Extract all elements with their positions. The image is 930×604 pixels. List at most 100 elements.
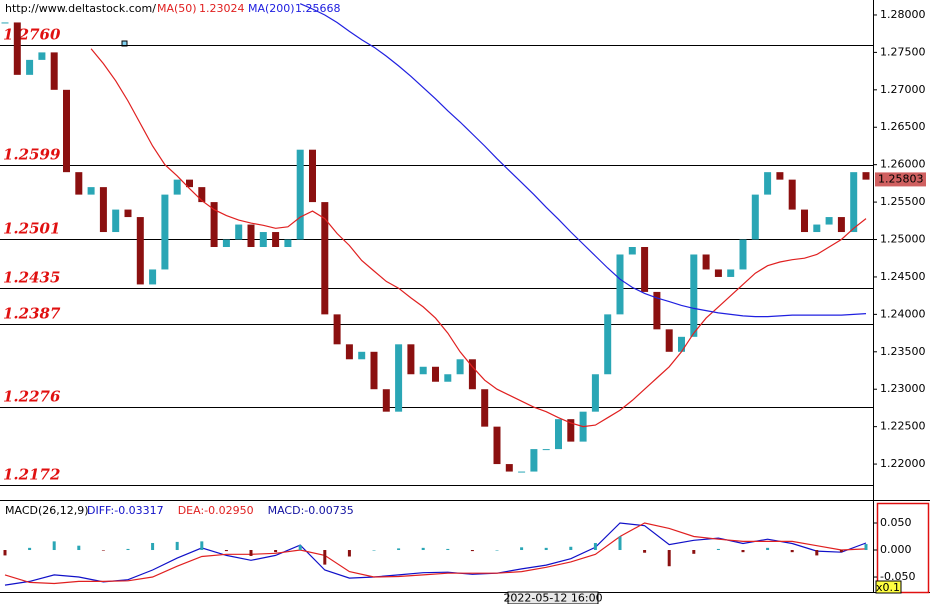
macd-bar [323,550,327,565]
candle [468,359,476,390]
macd-bar [151,542,155,551]
ma-line [299,3,867,318]
level-label: 1.2760 [3,26,61,44]
candle [751,194,759,240]
legend-ma200-name: MA(200) [248,2,295,15]
macd-bar [716,548,720,551]
y-tick-label: 1.22000 [880,457,926,470]
candle [345,344,353,360]
candle [99,187,107,233]
level-label: 1.2599 [3,146,61,164]
candle [456,359,464,375]
macd-bar [347,550,351,557]
candle [222,239,230,248]
candle [259,232,267,248]
macd-bar [569,546,573,551]
macd-bar [175,541,179,551]
macd-bar [224,550,228,552]
candle [518,471,526,473]
level-label: 1.2435 [3,269,60,287]
candle [591,374,599,412]
macd-bar [3,550,7,556]
y-tick-label: 1.23000 [880,382,926,395]
candle [333,314,341,345]
candle [739,239,747,270]
macd-bar [298,545,302,551]
candle [530,449,538,472]
candle [136,217,144,285]
candle [419,366,427,375]
level-label: 1.2501 [3,220,60,238]
candle [801,209,808,233]
legend-ma200-value: 1.25668 [295,2,341,15]
candle [63,89,70,173]
macd-readout: DEA:-0.02950 [178,504,254,517]
macd-bar [815,550,819,556]
y-tick-label: -0.050 [880,570,915,583]
macd-bar [101,550,105,551]
y-tick-label: 1.26000 [880,158,926,171]
macd-bar [864,544,868,551]
time-cursor-box [507,591,599,604]
y-tick-label: 1.28000 [880,8,926,21]
macd-bar [446,548,450,551]
candle [75,172,83,195]
last-price-box [875,172,926,187]
level-label: 1.2276 [3,388,61,406]
candle [616,254,624,315]
y-tick-label: 1.27500 [880,45,926,58]
candle [87,187,95,195]
candle [210,202,218,248]
candle [432,366,439,382]
macd-bar [77,545,81,551]
candle [481,389,489,427]
macd-bar [643,550,647,553]
macd-bar [544,547,548,551]
candle [358,351,366,360]
y-tick-label: 1.24000 [880,307,926,320]
candle [776,172,784,180]
candle [665,329,673,352]
candle [690,254,698,337]
candle [727,269,735,277]
macd-readout: MACD:-0.00735 [268,504,354,517]
candle [112,209,120,233]
candle [272,232,280,248]
y-tick-label: 1.23500 [880,345,926,358]
candle [198,187,206,203]
focus-frame [876,502,930,594]
candle [641,247,649,292]
candle [296,149,304,240]
watermark: http://www.deltastock.com/ [5,2,156,15]
macd-readout: DIFF:-0.03317 [87,504,164,517]
macd-bar [790,550,794,553]
candle [628,247,636,255]
candle [407,344,415,375]
candle [50,52,58,90]
ma-line [90,48,867,428]
candle [567,419,575,442]
candle [788,179,796,210]
legend-ma50-name: MA(50) [157,2,197,15]
candle [26,59,34,75]
candle [321,202,329,315]
macd-bar [274,550,278,553]
candle [444,374,452,382]
macd-bar [421,547,425,551]
candle [542,449,550,451]
candle [493,426,501,465]
macd-bar [470,550,474,552]
macd-bar [741,550,745,553]
macd-line [4,522,867,585]
last-price-label: 1.25803 [878,172,924,185]
y-tick-label: 1.25000 [880,233,926,246]
candle [1,22,9,24]
macd-bar [839,550,843,553]
macd-title: MACD(26,12,9) [5,504,89,517]
macd-bar [766,547,770,551]
level-label: 1.2172 [3,466,60,484]
macd-bar [52,541,56,551]
macd-bar [495,550,499,551]
macd-bar [28,547,32,551]
